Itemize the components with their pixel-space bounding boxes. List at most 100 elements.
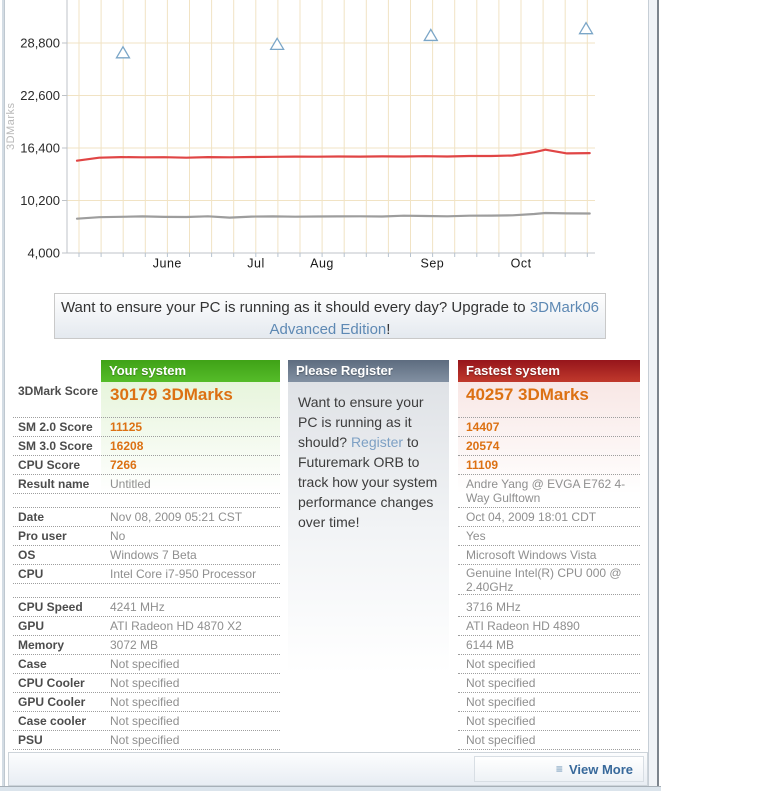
row-label-column-spacer: [13, 360, 101, 382]
fastest-system-value: Genuine Intel(R) CPU 000 @ 2.40GHz: [466, 565, 622, 594]
svg-text:10,200: 10,200: [20, 193, 60, 208]
fastest-system-value: 6144 MB: [466, 638, 515, 652]
table-row: SM 3.0 Score 16208: [13, 437, 280, 456]
table-row: GPU Cooler Not specified: [13, 693, 280, 712]
table-footer-bar: ≡ View More: [8, 752, 648, 786]
fastest-system-value: Andre Yang @ EVGA E762 4-Way Gulftown: [466, 477, 626, 505]
row-label: PSU: [18, 732, 43, 747]
average-line-gray: [75, 211, 591, 220]
table-row: Oct 04, 2009 18:01 CDT: [458, 508, 640, 527]
view-more-box: ≡ View More: [474, 756, 644, 782]
score-history-chart: 4,000 10,200 16,400 22,600 28,800 June Jul Aug S…: [0, 0, 648, 276]
your-system-value: Not specified: [110, 695, 180, 709]
upgrade-banner-text: Want to ensure your PC is running as it …: [60, 299, 530, 316]
view-more-label: View More: [568, 761, 633, 777]
table-row: 3DMark Score 30179 3DMarks: [13, 382, 280, 418]
svg-text:22,600: 22,600: [20, 88, 60, 103]
table-row: 11109: [458, 456, 640, 475]
fastest-system-value: 20574: [466, 439, 500, 453]
your-system-value: 11125: [110, 420, 143, 434]
row-label: CPU Cooler: [18, 675, 85, 690]
fastest-system-value: 14407: [466, 420, 500, 434]
fastest-system-tint: [458, 382, 640, 494]
fastest-system-value: Not specified: [466, 657, 536, 671]
your-system-value: 3072 MB: [110, 638, 159, 652]
x-axis-month-labels: June Jul Aug Sep Oct: [153, 257, 532, 271]
row-label: Result name: [18, 476, 90, 491]
fastest-system-value: 11109: [466, 458, 499, 472]
fastest-system-value: Yes: [466, 529, 486, 543]
table-row: Andre Yang @ EVGA E762 4-Way Gulftown: [458, 475, 640, 508]
page-right-border: [648, 0, 659, 790]
fastest-system-value: Not specified: [466, 714, 536, 728]
row-label: SM 2.0 Score: [18, 419, 93, 434]
row-label: CPU Speed: [18, 599, 83, 614]
table-row: 20574: [458, 437, 640, 456]
fastest-system-value: Not specified: [466, 695, 536, 709]
result-triangle-marker[interactable]: [115, 45, 131, 59]
horizontal-gridlines: [62, 42, 595, 254]
your-system-header: Your system: [101, 360, 280, 382]
your-system-tint: [101, 382, 280, 494]
result-triangle-marker[interactable]: [269, 37, 285, 50]
fastest-system-value: Not specified: [466, 676, 536, 690]
svg-text:Aug: Aug: [310, 257, 334, 271]
table-row: OS Windows 7 Beta: [13, 546, 280, 565]
fastest-system-value: 3716 MHz: [466, 600, 521, 614]
table-row: 6144 MB: [458, 636, 640, 655]
table-row: Date Nov 08, 2009 05:21 CST: [13, 508, 280, 527]
advanced-edition-link[interactable]: 3DMark06 Advanced Edition: [269, 299, 600, 338]
your-system-value: Intel Core i7-950 Processor: [110, 567, 257, 581]
row-label: CPU Score: [18, 457, 81, 472]
row-group-gap: [13, 584, 280, 598]
your-system-header-row: Your system: [13, 360, 280, 382]
register-link[interactable]: Register: [350, 434, 404, 450]
your-system-value: Not specified: [110, 733, 180, 747]
table-row: CPU Cooler Not specified: [13, 674, 280, 693]
result-triangle-marker[interactable]: [423, 28, 439, 42]
your-system-value: Not specified: [110, 714, 180, 728]
fastest-system-column: Fastest system 40257 3DMarks 14407 20574 11…: [458, 360, 640, 750]
svg-text:Oct: Oct: [511, 257, 532, 271]
please-register-header: Please Register: [288, 360, 449, 382]
your-system-value: Windows 7 Beta: [110, 548, 197, 562]
upgrade-banner-punct: !: [386, 321, 391, 338]
table-row: PSU Not specified: [13, 731, 280, 750]
table-row: Not specified: [458, 731, 640, 750]
table-row: CPU Intel Core i7-950 Processor: [13, 565, 280, 584]
x-axis-ticks: [78, 253, 588, 257]
table-row: ATI Radeon HD 4890: [458, 617, 640, 636]
svg-text:June: June: [153, 257, 182, 271]
table-row: Genuine Intel(R) CPU 000 @ 2.40GHz: [458, 565, 640, 595]
table-row: Pro user No: [13, 527, 280, 546]
row-label: SM 3.0 Score: [18, 438, 93, 453]
view-more-link[interactable]: ≡ View More: [556, 762, 633, 777]
page-bottom-border: [0, 786, 661, 791]
svg-text:Sep: Sep: [421, 257, 445, 271]
row-label: OS: [18, 547, 36, 562]
y-axis-labels: 4,000 10,200 16,400 22,600 28,800: [20, 36, 60, 261]
your-system-value: Nov 08, 2009 05:21 CST: [110, 510, 243, 524]
table-row: Yes: [458, 527, 640, 546]
your-system-value: Untitled: [110, 477, 151, 491]
row-group-gap: [13, 494, 280, 508]
row-label: CPU: [18, 566, 44, 581]
y-axis-title: 3DMarks: [5, 102, 17, 150]
row-label: 3DMark Score: [18, 384, 99, 398]
your-system-value: 7266: [110, 458, 137, 472]
average-line-red: [75, 148, 591, 162]
submitted-result-markers[interactable]: [115, 21, 594, 59]
your-system-value: Not specified: [110, 657, 180, 671]
table-row: Not specified: [458, 693, 640, 712]
table-row: 14407: [458, 418, 640, 437]
fastest-system-value: ATI Radeon HD 4890: [466, 619, 580, 633]
table-row: GPU ATI Radeon HD 4870 X2: [13, 617, 280, 636]
your-system-value: ATI Radeon HD 4870 X2: [110, 619, 242, 633]
register-text-post: to Futuremark ORB to track how your syst…: [298, 434, 438, 530]
result-triangle-marker[interactable]: [578, 21, 594, 35]
row-label: Case: [18, 656, 47, 671]
fastest-system-value: Microsoft Windows Vista: [466, 548, 597, 562]
table-row: Memory 3072 MB: [13, 636, 280, 655]
list-lines-icon: ≡: [555, 762, 563, 776]
